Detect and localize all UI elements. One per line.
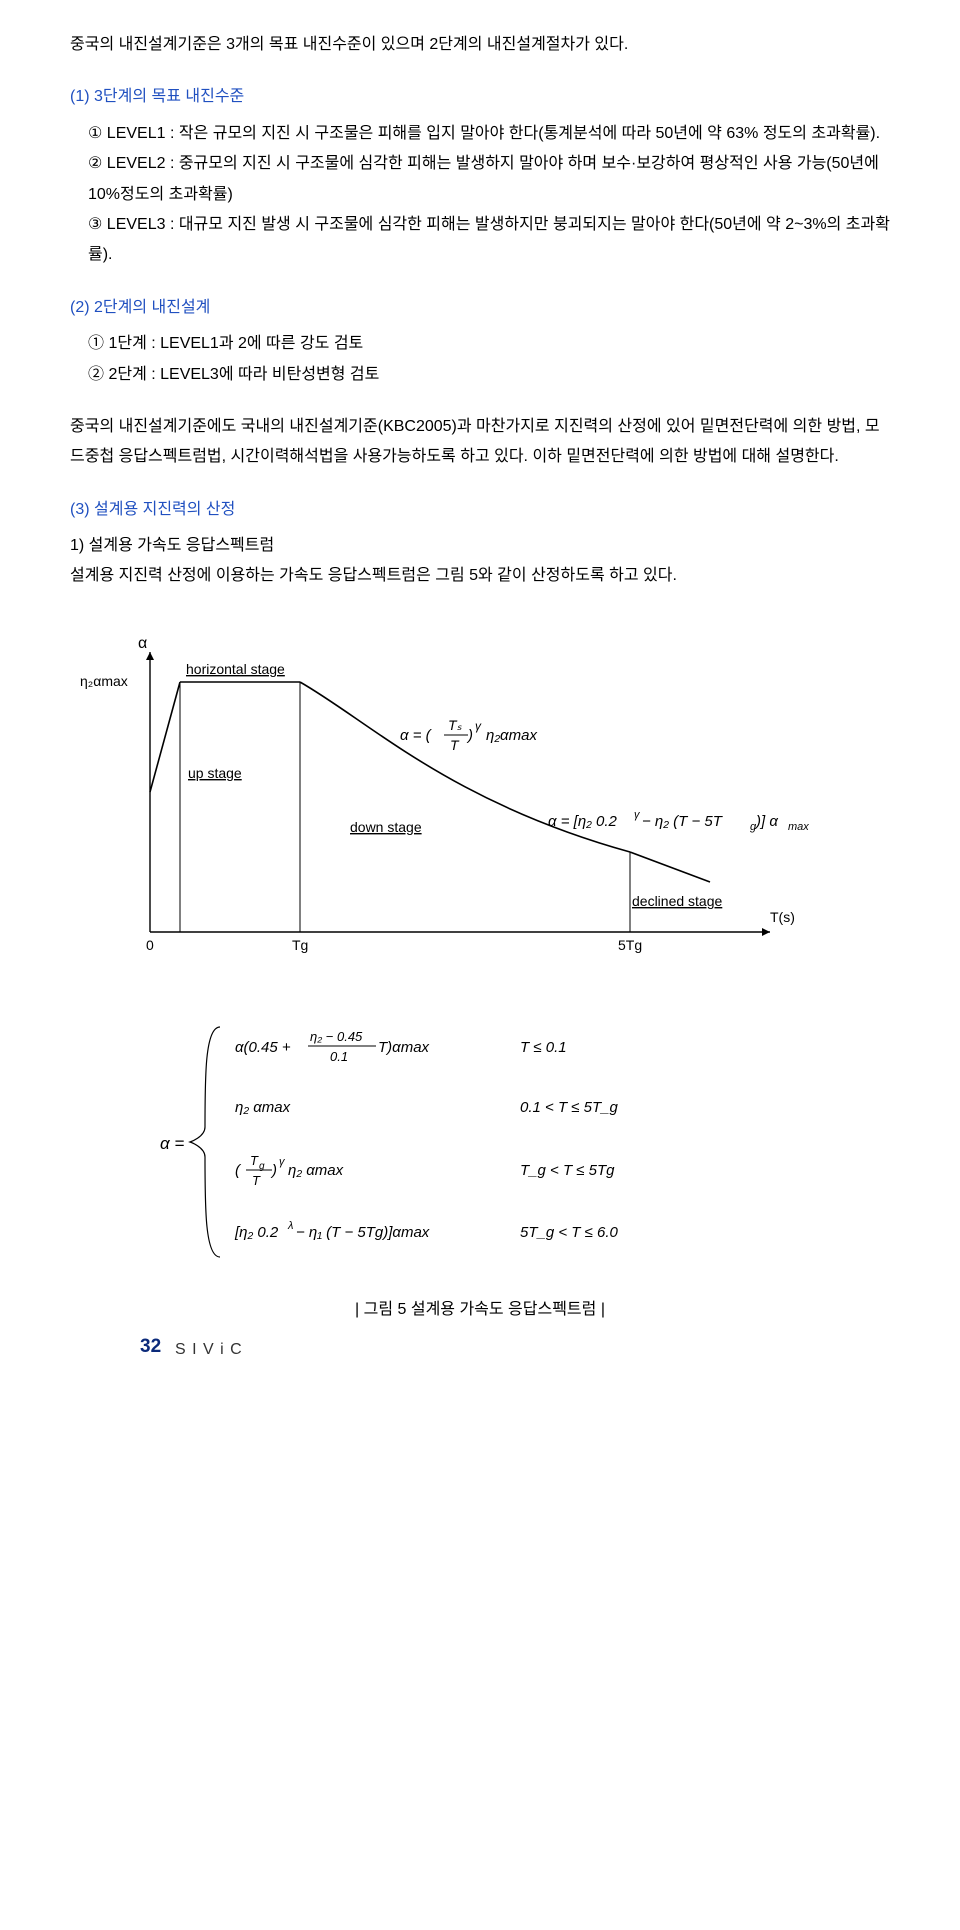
- svg-text:T: T: [252, 1173, 261, 1188]
- svg-text:0.1: 0.1: [330, 1049, 348, 1064]
- page-number: 32: [140, 1329, 161, 1365]
- svg-text:η₂αmax: η₂αmax: [486, 727, 537, 744]
- svg-text:0.1 < T ≤ 5T_g: 0.1 < T ≤ 5T_g: [520, 1099, 619, 1116]
- svg-text:Tₛ: Tₛ: [448, 717, 463, 733]
- formula-mid: α = ( Tₛ T ) γ η₂αmax: [400, 717, 537, 753]
- svg-text:γ: γ: [279, 1156, 286, 1168]
- svg-text:α = [η₂ 0.2: α = [η₂ 0.2: [548, 813, 618, 830]
- label-up-stage: up stage: [188, 765, 242, 781]
- svg-text:(: (: [235, 1162, 242, 1179]
- xtick-tg: Tg: [292, 937, 308, 953]
- sec1-item-1: ① LEVEL1 : 작은 규모의 지진 시 구조물은 피해를 입지 말아야 한…: [70, 119, 890, 149]
- svg-text:λ: λ: [287, 1220, 293, 1232]
- svg-text:T_g < T ≤ 5Tg: T_g < T ≤ 5Tg: [520, 1162, 615, 1179]
- svg-text:[η₂ 0.2: [η₂ 0.2: [234, 1224, 279, 1241]
- ytick-n2amax: η₂αmax: [80, 673, 128, 689]
- piecewise-lhs: α =: [160, 1134, 184, 1153]
- piecewise-row-4: [η₂ 0.2 λ − η₁ (T − 5Tg)]αmax 5T_g < T ≤…: [234, 1220, 619, 1241]
- footer-brand: S I V i C: [175, 1335, 243, 1365]
- label-down-stage: down stage: [350, 819, 422, 835]
- piecewise-row-3: ( T g T ) γ η₂ αmax T_g < T ≤ 5Tg: [235, 1153, 615, 1188]
- sec2-para: 중국의 내진설계기준에도 국내의 내진설계기준(KBC2005)과 마찬가지로 …: [70, 412, 890, 473]
- y-axis-arrow: [146, 652, 154, 660]
- piecewise-row-2: η₂ αmax 0.1 < T ≤ 5T_g: [235, 1099, 619, 1116]
- svg-text:γ: γ: [634, 809, 641, 821]
- curve-up-stage: [150, 682, 180, 792]
- xtick-0: 0: [146, 937, 154, 953]
- page-footer: 32 S I V i C: [70, 1335, 890, 1395]
- label-declined-stage: declined stage: [632, 893, 723, 909]
- intro-text: 중국의 내진설계기준은 3개의 목표 내진수준이 있으며 2단계의 내진설계절차…: [70, 30, 890, 60]
- brace-icon: [190, 1027, 220, 1257]
- formula-declined: α = [η₂ 0.2 γ − η₂ (T − 5T g )] α max: [548, 809, 809, 833]
- svg-text:− η₂ (T − 5T: − η₂ (T − 5T: [642, 813, 724, 830]
- y-axis-label: α: [138, 635, 147, 652]
- x-axis-label: T(s): [770, 909, 795, 925]
- svg-text:γ: γ: [475, 719, 482, 733]
- piecewise-row-1: α(0.45 + η₂ − 0.45 0.1 T)αmax T ≤ 0.1: [235, 1029, 567, 1064]
- spectrum-svg: α T(s) η₂αmax 0 Tg 5Tg horizontal stage …: [70, 622, 890, 992]
- piecewise-equation: α = α(0.45 + η₂ − 0.45 0.1 T)αmax T ≤ 0.…: [160, 1017, 890, 1278]
- xtick-5tg: 5Tg: [618, 937, 642, 953]
- svg-text:η₂ − 0.45: η₂ − 0.45: [310, 1029, 363, 1044]
- svg-text:T)αmax: T)αmax: [378, 1039, 430, 1056]
- sec1-item-3: ③ LEVEL3 : 대규모 지진 발생 시 구조물에 심각한 피해는 발생하지…: [70, 210, 890, 271]
- svg-text:): ): [270, 1162, 277, 1179]
- piecewise-svg: α = α(0.45 + η₂ − 0.45 0.1 T)αmax T ≤ 0.…: [160, 1017, 800, 1267]
- svg-text:T: T: [250, 1153, 259, 1168]
- sec1-item-2: ② LEVEL2 : 중규모의 지진 시 구조물에 심각한 피해는 발생하지 말…: [70, 149, 890, 210]
- sec2-item-2: ② 2단계 : LEVEL3에 따라 비탄성변형 검토: [70, 360, 890, 390]
- sec1-heading: (1) 3단계의 목표 내진수준: [70, 82, 890, 112]
- svg-text:5T_g < T ≤ 6.0: 5T_g < T ≤ 6.0: [520, 1224, 619, 1241]
- svg-text:): ): [466, 727, 473, 744]
- svg-text:− η₁ (T − 5Tg)]αmax: − η₁ (T − 5Tg)]αmax: [296, 1224, 430, 1241]
- svg-text:η₂ αmax: η₂ αmax: [288, 1162, 344, 1179]
- x-axis-arrow: [762, 928, 770, 936]
- spectrum-chart: α T(s) η₂αmax 0 Tg 5Tg horizontal stage …: [70, 622, 890, 1003]
- sec2-item-1: ① 1단계 : LEVEL1과 2에 따른 강도 검토: [70, 329, 890, 359]
- svg-text:α(0.45 +: α(0.45 +: [235, 1039, 291, 1056]
- svg-text:T: T: [450, 737, 460, 753]
- sec3-sub1: 1) 설계용 가속도 응답스펙트럼: [70, 531, 890, 561]
- svg-text:α = (: α = (: [400, 727, 433, 744]
- figure-caption: | 그림 5 설계용 가속도 응답스펙트럼 |: [70, 1295, 890, 1325]
- svg-text:η₂ αmax: η₂ αmax: [235, 1099, 291, 1116]
- sec3-para: 설계용 지진력 산정에 이용하는 가속도 응답스펙트럼은 그림 5와 같이 산정…: [70, 561, 890, 591]
- svg-text:)] α: )] α: [754, 813, 778, 830]
- curve-declined-stage: [630, 852, 710, 882]
- sec2-heading: (2) 2단계의 내진설계: [70, 293, 890, 323]
- label-horizontal-stage: horizontal stage: [186, 661, 285, 677]
- sec3-heading: (3) 설계용 지진력의 산정: [70, 495, 890, 525]
- svg-text:max: max: [788, 821, 809, 833]
- svg-text:T ≤ 0.1: T ≤ 0.1: [520, 1039, 567, 1056]
